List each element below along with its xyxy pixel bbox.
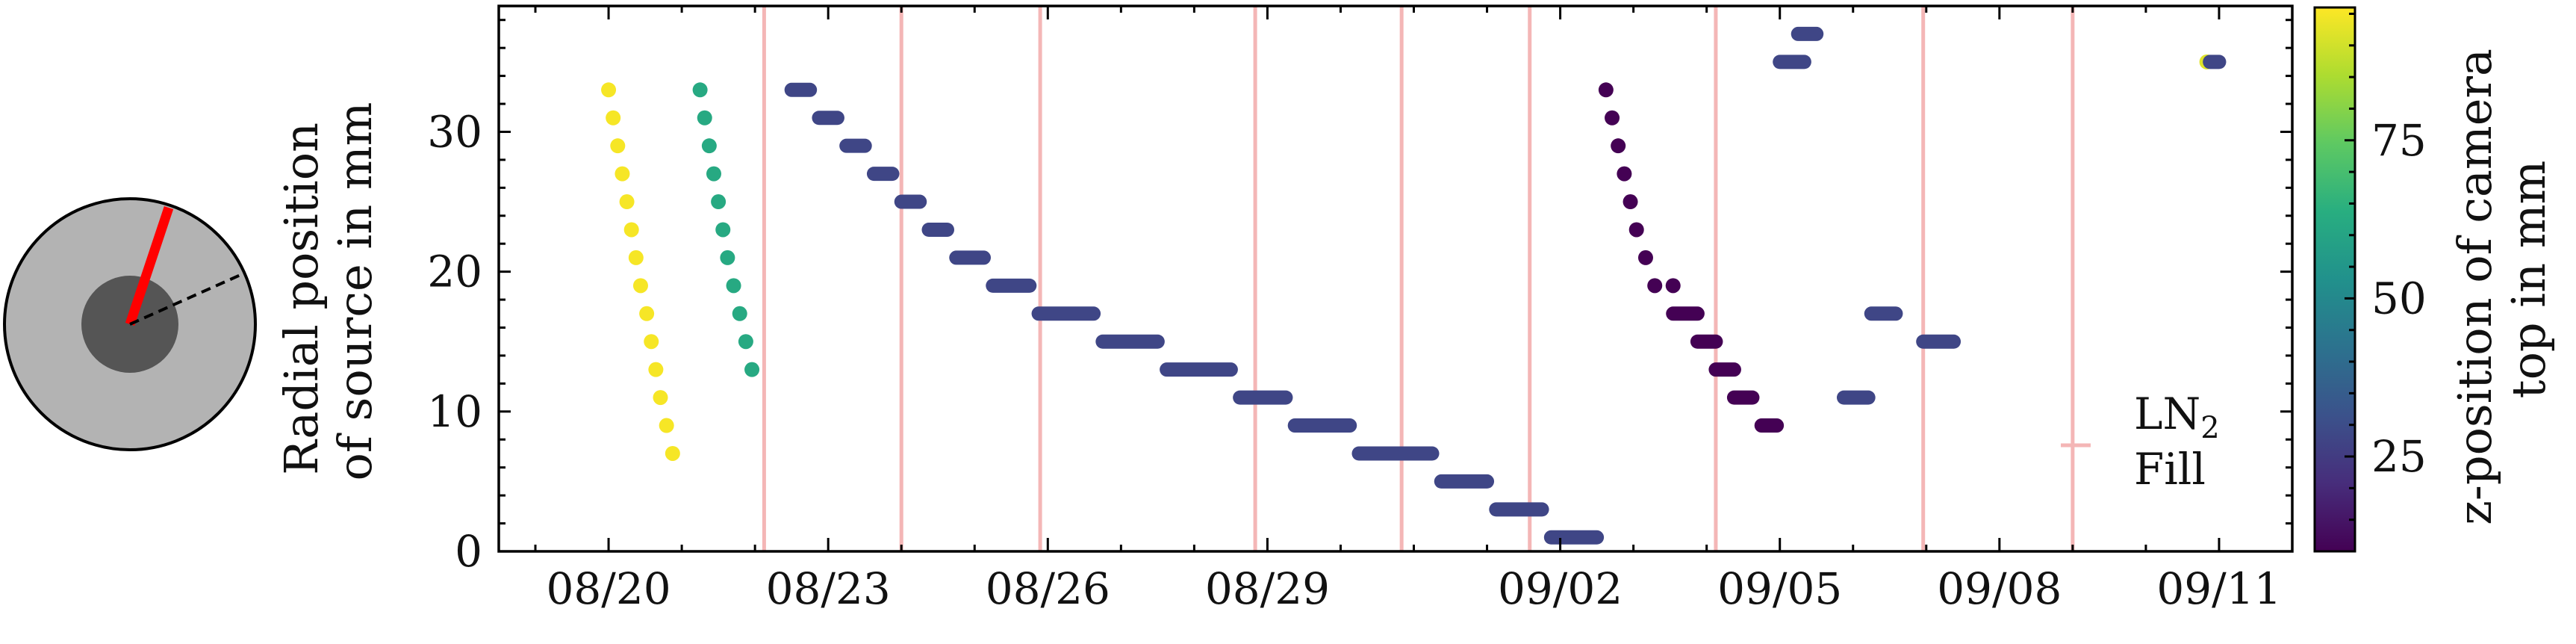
x-ticks: 08/20 08/23 08/26 08/29 09/02 09/05 09/08 09/11 [534, 6, 2294, 614]
colorbar: 25 50 75 z-position of camera top in mm [2313, 6, 2556, 553]
data-point [644, 334, 659, 350]
x-tick-label: 08/26 [986, 563, 1110, 614]
data-point [1637, 250, 1653, 265]
colorbar-tick-label: 75 [2371, 115, 2427, 166]
colorbar-tick-label: 25 [2371, 431, 2427, 482]
data-point [601, 82, 617, 98]
data-point [692, 82, 708, 98]
data-point [1617, 166, 1632, 182]
data-point [1628, 222, 1644, 238]
y-tick-label: 10 [427, 386, 482, 437]
data-point [1605, 110, 1620, 126]
data-point [1665, 278, 1681, 294]
data-point [711, 194, 727, 210]
data-point [732, 306, 747, 321]
detector-schematic [3, 197, 257, 451]
reference-radius [129, 273, 241, 326]
legend-label-ln2: LN2 [2134, 388, 2220, 445]
data-point [738, 334, 753, 350]
colorbar-tick-label: 50 [2371, 273, 2427, 323]
legend: LN2 Fill [2061, 388, 2220, 495]
data-point [653, 390, 668, 406]
colorbar-title: z-position of camera top in mm [2448, 34, 2556, 524]
data-point [606, 110, 621, 126]
y-tick-label: 0 [455, 526, 482, 577]
data-point [619, 194, 635, 210]
data-point [615, 166, 630, 182]
data-point [648, 362, 664, 377]
data-point [610, 138, 626, 154]
x-tick-label: 09/02 [1498, 563, 1623, 614]
data-point [720, 250, 735, 265]
data-point [639, 306, 655, 321]
x-tick-label: 08/23 [766, 563, 891, 614]
data-point [726, 278, 741, 294]
y-ticks: 0 10 20 30 [427, 19, 2292, 577]
data-point [697, 110, 712, 126]
data-markers [601, 26, 2227, 545]
colorbar-gradient [2313, 6, 2356, 553]
data-point [1647, 278, 1663, 294]
data-point [1598, 82, 1614, 98]
data-point [701, 138, 717, 154]
legend-label-fill: Fill [2134, 444, 2206, 495]
data-point [628, 250, 644, 265]
data-point [1623, 194, 1638, 210]
plot-frame [497, 4, 2294, 553]
x-tick-label: 09/05 [1717, 563, 1842, 614]
y-axis-title: Radial position of source in mm [274, 102, 382, 481]
x-tick-label: 08/20 [546, 563, 671, 614]
data-point [715, 222, 731, 238]
y-tick-label: 30 [427, 106, 482, 157]
plot-area: 0 10 20 30 08/20 08/23 08/26 08/29 09/02 09/05 09… [427, 4, 2294, 614]
ln2-fill-lines [762, 6, 2075, 551]
x-tick-label: 08/29 [1205, 563, 1330, 614]
data-point [706, 166, 721, 182]
data-point [632, 278, 648, 294]
data-point [623, 222, 639, 238]
data-point [665, 445, 680, 461]
data-point [659, 418, 674, 433]
y-tick-label: 20 [427, 247, 482, 297]
colorbar-ticks: 25 50 75 [2345, 12, 2427, 521]
x-tick-label: 09/11 [2156, 563, 2281, 614]
source-track [125, 205, 174, 326]
x-tick-label: 09/08 [1937, 563, 2062, 614]
data-point [1611, 138, 1626, 154]
data-point [744, 362, 760, 377]
